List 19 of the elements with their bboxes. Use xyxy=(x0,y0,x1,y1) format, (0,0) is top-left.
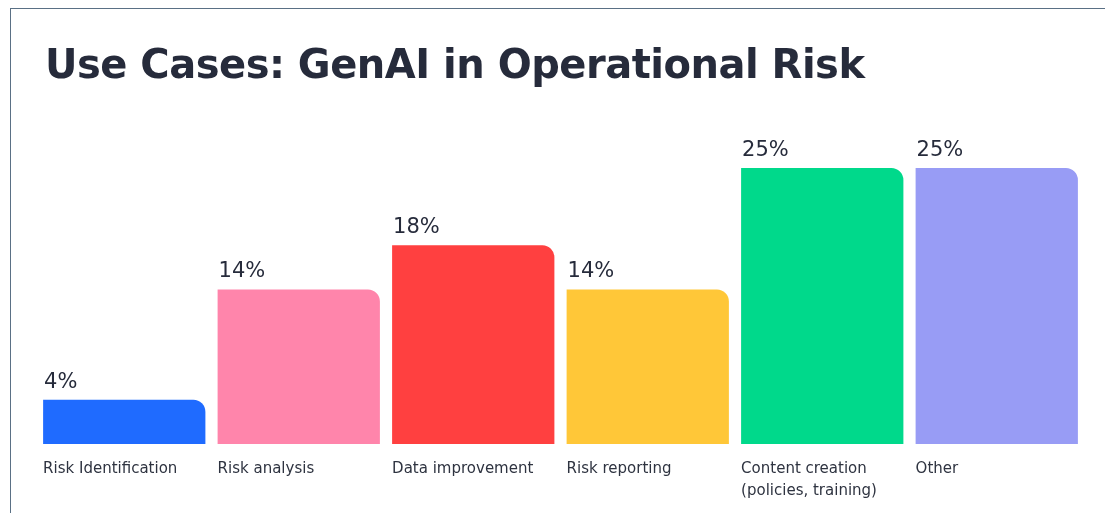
bar xyxy=(392,245,555,444)
bar xyxy=(741,168,904,444)
data-label: 25% xyxy=(916,136,964,161)
bar xyxy=(566,289,729,444)
bar xyxy=(217,289,380,444)
x-tick-label: Content creation (policies, training) xyxy=(741,459,877,500)
x-tick-label: Data improvement xyxy=(392,459,534,478)
data-label: 4% xyxy=(44,368,78,393)
x-tick-label: Risk reporting xyxy=(566,459,672,478)
chart-title: Use Cases: GenAI in Operational Risk xyxy=(45,41,865,87)
x-tick-label: Risk Identification xyxy=(43,459,178,478)
data-label: 25% xyxy=(742,136,789,161)
data-label: 18% xyxy=(393,214,440,239)
data-label: 14% xyxy=(218,258,266,283)
bar xyxy=(915,168,1078,444)
x-tick-label: Risk analysis xyxy=(217,459,315,478)
data-label: 14% xyxy=(567,258,615,283)
x-tick-label: Other xyxy=(915,459,960,478)
bar xyxy=(43,399,206,444)
